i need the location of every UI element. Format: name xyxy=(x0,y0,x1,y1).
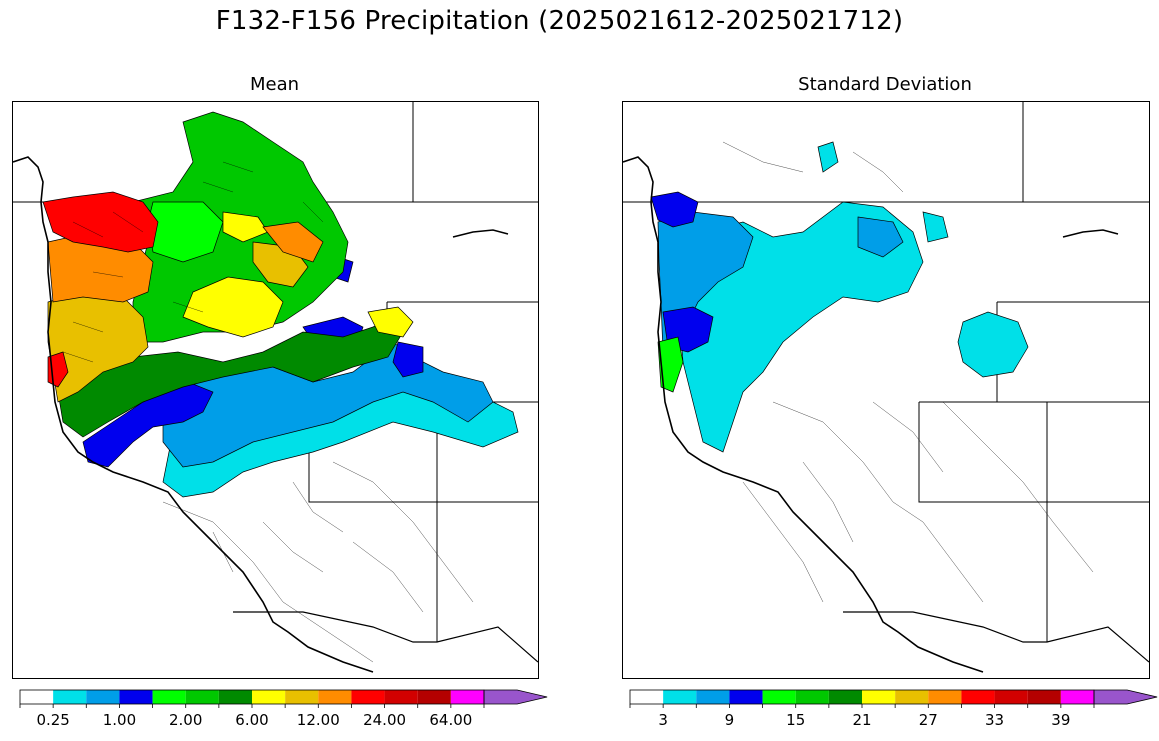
region-mean-darkgreen xyxy=(57,316,404,438)
sd-colorbar-swatch xyxy=(1027,690,1061,704)
region-mean-blue xyxy=(82,381,214,468)
sd-colorbar-swatch xyxy=(895,690,929,704)
mean-colorbar-swatch xyxy=(351,690,385,704)
mean-colorbar xyxy=(19,688,548,710)
mean-colorbar-swatch xyxy=(119,690,153,704)
mean-colorbar-tick-label: 6.00 xyxy=(235,711,269,729)
sd-colorbar xyxy=(629,688,1158,710)
mean-colorbar-swatch xyxy=(450,690,484,704)
sd-colorbar-swatch xyxy=(994,690,1028,704)
mean-colorbar-tick-label: 2.00 xyxy=(169,711,203,729)
sd-colorbar-swatch xyxy=(795,690,829,704)
mean-colorbar-tick-label: 64.00 xyxy=(429,711,473,729)
mean-colorbar-swatch xyxy=(417,690,451,704)
mexico-border-sd xyxy=(843,611,1149,663)
sd-colorbar-tick-label: 39 xyxy=(1051,711,1071,729)
region-mean-yellow-nw xyxy=(222,211,269,243)
mean-map-svg xyxy=(13,102,538,673)
mean-colorbar-tick-label: 0.25 xyxy=(36,711,70,729)
region-sd-lightblue-mt xyxy=(857,216,904,258)
region-mean-blue-wy2 xyxy=(392,341,424,378)
great-salt-lake-mean xyxy=(452,229,509,238)
sd-colorbar-swatch xyxy=(1060,690,1094,704)
sd-colorbar-swatch xyxy=(862,690,896,704)
mean-colorbar-tick-label: 12.00 xyxy=(296,711,340,729)
mean-colorbar-swatch xyxy=(86,690,120,704)
mean-colorbar-swatch xyxy=(218,690,252,704)
mean-colorbar-swatch xyxy=(152,690,186,704)
sd-colorbar-svg xyxy=(629,689,1158,708)
sd-colorbar-swatch xyxy=(828,690,862,704)
sd-map xyxy=(622,101,1150,679)
sd-colorbar-tick-label: 15 xyxy=(786,711,806,729)
sd-colorbar-tick-label: 9 xyxy=(724,711,735,729)
region-sd-teal-mt xyxy=(817,141,839,173)
mean-colorbar-tick-label: 24.00 xyxy=(363,711,407,729)
region-sd-teal-mt2 xyxy=(922,211,949,243)
figure-title: F132-F156 Precipitation (2025021612-2025… xyxy=(215,6,904,36)
mean-colorbar-swatch xyxy=(20,690,54,704)
mean-colorbar-swatch xyxy=(318,690,352,704)
mean-panel-title: Mean xyxy=(249,74,300,95)
sd-map-svg xyxy=(623,102,1149,673)
sd-colorbar-tick-label: 27 xyxy=(918,711,938,729)
mean-map xyxy=(12,101,539,679)
sd-colorbar-tick-label: 21 xyxy=(852,711,872,729)
region-sd-teal-wy xyxy=(957,311,1029,378)
coastline-sd xyxy=(623,156,1119,673)
mean-colorbar-swatch xyxy=(384,690,418,704)
basin-outlines-mean xyxy=(62,161,474,663)
region-mean-yellow-wy xyxy=(367,306,414,338)
sd-panel-title: Standard Deviation xyxy=(798,74,972,95)
mean-colorbar-swatch xyxy=(185,690,219,704)
region-mean-yellow xyxy=(182,276,284,338)
sd-colorbar-tick-label: 33 xyxy=(985,711,1005,729)
mean-colorbar-tick-label: 1.00 xyxy=(102,711,137,729)
sd-colorbar-tick-label: 3 xyxy=(658,711,668,729)
state-borders-sd xyxy=(918,301,1149,642)
sd-colorbar-extend-arrow xyxy=(1093,689,1158,705)
sd-colorbar-swatch xyxy=(928,690,962,704)
sd-colorbar-swatch xyxy=(961,690,995,704)
sd-colorbar-swatch xyxy=(663,690,697,704)
mean-colorbar-swatch xyxy=(285,690,319,704)
mean-colorbar-swatch xyxy=(53,690,87,704)
sd-colorbar-swatch xyxy=(762,690,796,704)
region-mean-orange2 xyxy=(262,221,324,263)
mean-colorbar-svg xyxy=(19,689,548,708)
mexico-border-mean xyxy=(233,611,538,663)
mean-colorbar-extend-arrow xyxy=(483,689,548,705)
sd-colorbar-swatch xyxy=(696,690,730,704)
region-sd-green xyxy=(657,336,684,393)
sd-colorbar-swatch xyxy=(729,690,763,704)
great-salt-lake-sd xyxy=(1062,229,1119,238)
region-mean-red xyxy=(42,191,159,253)
coastline-mean xyxy=(13,156,509,673)
region-sd-blue xyxy=(650,191,699,228)
canada-border-sd xyxy=(623,102,1149,203)
mean-colorbar-swatch xyxy=(252,690,286,704)
basin-outlines-sd xyxy=(722,141,1094,603)
sd-colorbar-swatch xyxy=(630,690,664,704)
